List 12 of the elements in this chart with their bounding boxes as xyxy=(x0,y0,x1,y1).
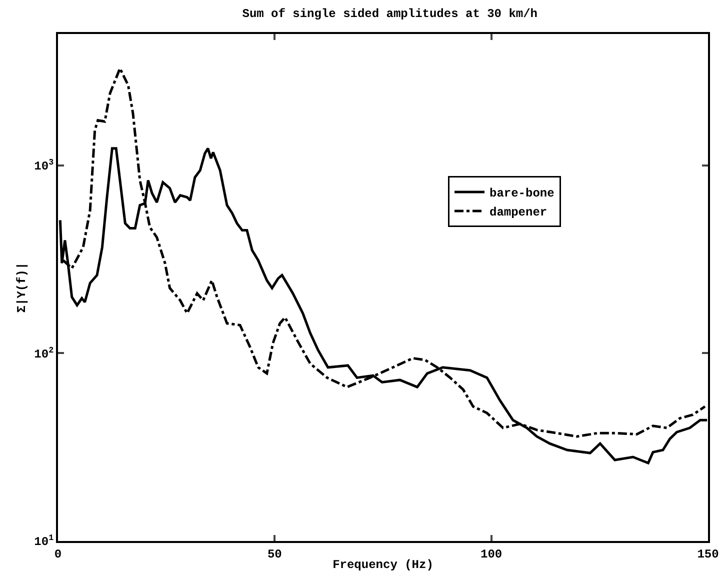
y-tick-label: 10$^{1}$ xyxy=(34,533,54,550)
y-tick-label: 10$^{2}$ xyxy=(34,345,54,362)
x-tick-label: 50 xyxy=(267,547,282,562)
y-axis-title: Σ|Y(f)| xyxy=(14,262,29,313)
legend-label: bare-bone xyxy=(490,186,554,201)
x-tick-label: 150 xyxy=(697,547,719,562)
chart-title: Sum of single sided amplitudes at 30 km/h xyxy=(242,6,538,21)
x-tick-label: 0 xyxy=(54,547,62,562)
legend-label: dampener xyxy=(490,206,548,220)
y-tick-label: 10$^{3}$ xyxy=(34,157,54,174)
x-axis-title: Frequency (Hz) xyxy=(332,558,434,572)
x-tick-label: 100 xyxy=(480,547,502,562)
